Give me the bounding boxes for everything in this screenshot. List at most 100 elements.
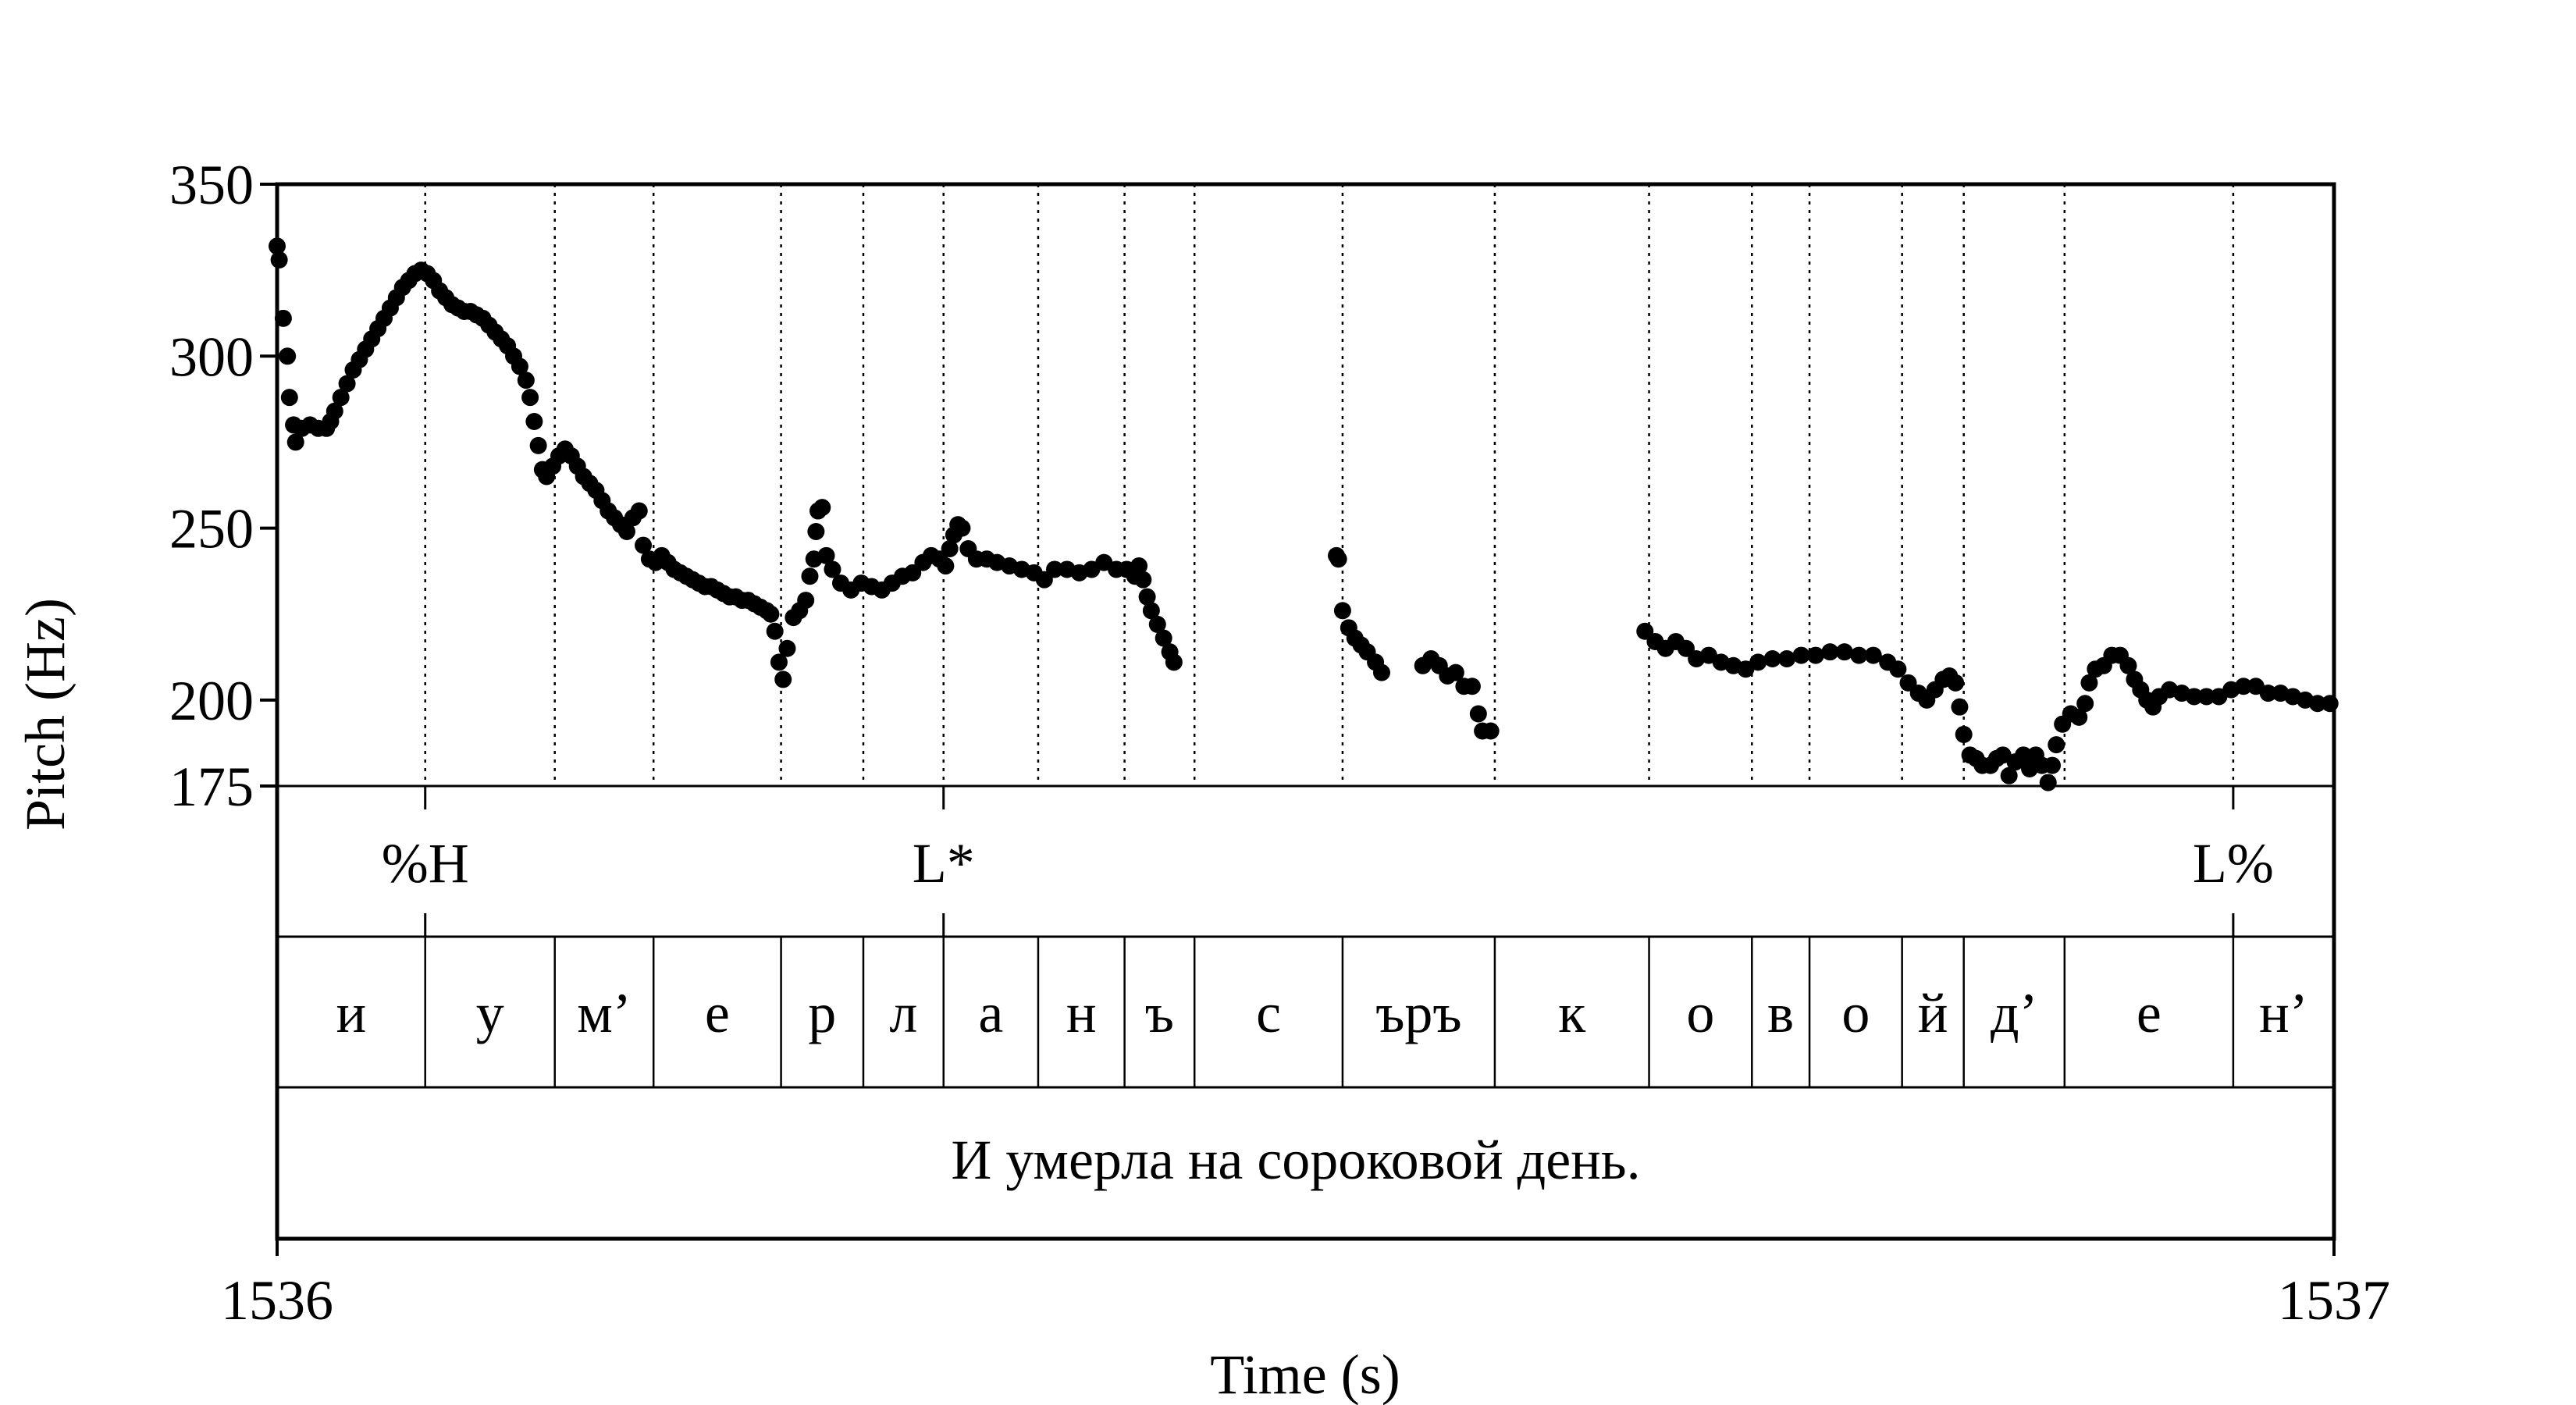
pitch-point — [1130, 557, 1148, 575]
pitch-point — [1951, 698, 1969, 716]
pitch-point — [1792, 646, 1810, 664]
y-tick-label: 175 — [169, 756, 254, 818]
segment-label: е — [705, 982, 730, 1044]
pitch-point — [1155, 629, 1172, 647]
pitch-point — [2321, 695, 2339, 713]
pitch-point — [1333, 602, 1351, 620]
segment-label: к — [1558, 982, 1586, 1044]
segment-label: с — [1256, 982, 1281, 1044]
pitch-point — [2048, 736, 2065, 754]
segment-label: м’ — [577, 982, 632, 1044]
pitch-point — [1148, 615, 1166, 633]
pitch-point — [1463, 678, 1481, 695]
segment-label: в — [1767, 982, 1794, 1044]
pitch-point — [2119, 656, 2137, 674]
pitch-point — [2039, 774, 2057, 791]
pitch-point — [1763, 649, 1781, 667]
annotation-tiers: %H L* L%и у м’ е р л а н ъ с ъръ к о в о й д’ е н’ — [336, 786, 2308, 1044]
pitch-point — [630, 502, 648, 520]
pitch-point — [1864, 646, 1882, 664]
pitch-point — [511, 357, 528, 375]
segment-label: и — [336, 982, 367, 1044]
pitch-point — [1749, 653, 1767, 671]
pitch-point — [1947, 674, 1965, 692]
pitch-point — [1778, 649, 1796, 667]
pitch-point — [797, 592, 815, 610]
pitch-point — [280, 389, 298, 407]
pitch-point — [279, 347, 297, 365]
pitch-point — [1482, 722, 1500, 740]
pitch-point — [941, 540, 959, 558]
pitch-point — [274, 309, 292, 327]
x-tick-label-end: 1537 — [2278, 1269, 2390, 1332]
pitch-point — [635, 536, 653, 554]
pitch-point — [1850, 646, 1868, 664]
pitch-point — [2308, 695, 2326, 713]
segment-label: е — [2137, 982, 2161, 1044]
pitch-point — [2080, 674, 2098, 692]
segment-label: н’ — [2259, 982, 2308, 1044]
pitch-point — [2197, 688, 2215, 706]
pitch-point — [2070, 708, 2088, 726]
pitch-point — [2044, 756, 2062, 774]
pitch-point — [1138, 588, 1156, 606]
tone-label: L% — [2193, 832, 2274, 895]
pitch-point — [1446, 663, 1464, 681]
segment-label: ъ — [1145, 982, 1174, 1044]
pitch-point — [1046, 560, 1064, 578]
segment-label: у — [476, 982, 504, 1044]
pitch-point — [269, 237, 286, 255]
pitch-point — [1469, 705, 1487, 723]
segment-label: й — [1918, 982, 1948, 1044]
pitch-point — [1821, 643, 1839, 661]
segment-label: а — [978, 982, 1003, 1044]
pitch-point — [774, 670, 792, 688]
pitch-points — [269, 237, 2339, 791]
pitch-point — [1372, 663, 1390, 681]
x-tick-label-start: 1536 — [221, 1269, 333, 1332]
axis-ticks: 350 300 250 200 175 — [169, 154, 2336, 1256]
segment-boundary-grid — [424, 184, 2235, 1087]
y-tick-label: 300 — [169, 325, 254, 388]
pitch-point — [332, 389, 350, 407]
pitch-point — [817, 546, 835, 564]
pitch-point — [813, 499, 831, 517]
pitch-point — [525, 412, 543, 430]
segment-label: о — [1686, 982, 1714, 1044]
sentence-tier-text: И умерла на сороковой день. — [951, 1129, 1640, 1191]
pitch-point — [270, 251, 288, 269]
pitch-point — [2185, 688, 2203, 706]
pitch-point — [766, 622, 784, 640]
segment-label: ъръ — [1375, 982, 1461, 1044]
y-tick-label: 200 — [169, 670, 254, 732]
y-tick-label: 250 — [169, 498, 254, 560]
pitch-point — [801, 567, 819, 585]
x-axis-title: Time (s) — [1210, 1343, 1400, 1405]
segment-label: о — [1841, 982, 1870, 1044]
pitch-point — [2015, 746, 2033, 764]
pitch-point — [1329, 550, 1347, 568]
plot-border — [275, 182, 2336, 1241]
pitch-point — [517, 372, 535, 389]
pitch-point — [1134, 571, 1152, 589]
pitch-point — [1835, 643, 1853, 661]
segment-label: н — [1066, 982, 1097, 1044]
pitch-point — [2000, 767, 2018, 784]
tone-label: L* — [913, 832, 975, 895]
pitch-point — [521, 389, 539, 407]
pitch-point — [286, 433, 304, 451]
pitch-point — [617, 522, 635, 540]
pitch-point — [2076, 695, 2094, 713]
pitch-point — [529, 436, 547, 454]
pitch-point — [807, 522, 825, 540]
pitch-point — [1142, 602, 1160, 620]
pitch-point — [762, 605, 780, 623]
segment-label: р — [808, 982, 836, 1044]
pitch-point — [937, 557, 955, 575]
pitch-point — [1889, 660, 1907, 678]
pitch-point — [2235, 678, 2253, 695]
pitch-point — [1806, 646, 1824, 664]
tone-label: %H — [382, 832, 469, 895]
pitch-point — [770, 653, 788, 671]
